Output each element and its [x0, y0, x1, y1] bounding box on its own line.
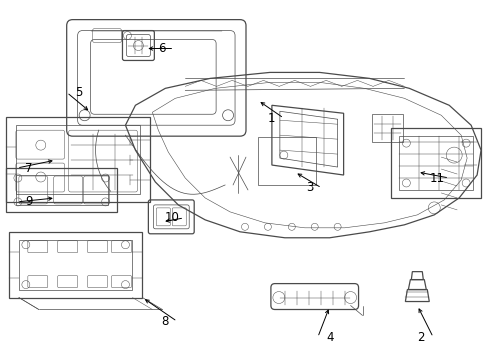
Text: 9: 9: [25, 195, 33, 208]
Text: 6: 6: [159, 42, 166, 55]
Text: 5: 5: [75, 86, 82, 99]
Text: 2: 2: [417, 331, 425, 344]
Text: 10: 10: [165, 211, 180, 224]
Text: 8: 8: [162, 315, 169, 328]
Text: 11: 11: [430, 171, 445, 185]
Text: 3: 3: [306, 181, 314, 194]
Text: 1: 1: [268, 112, 276, 125]
Text: 4: 4: [326, 331, 333, 344]
Text: 7: 7: [25, 162, 33, 175]
